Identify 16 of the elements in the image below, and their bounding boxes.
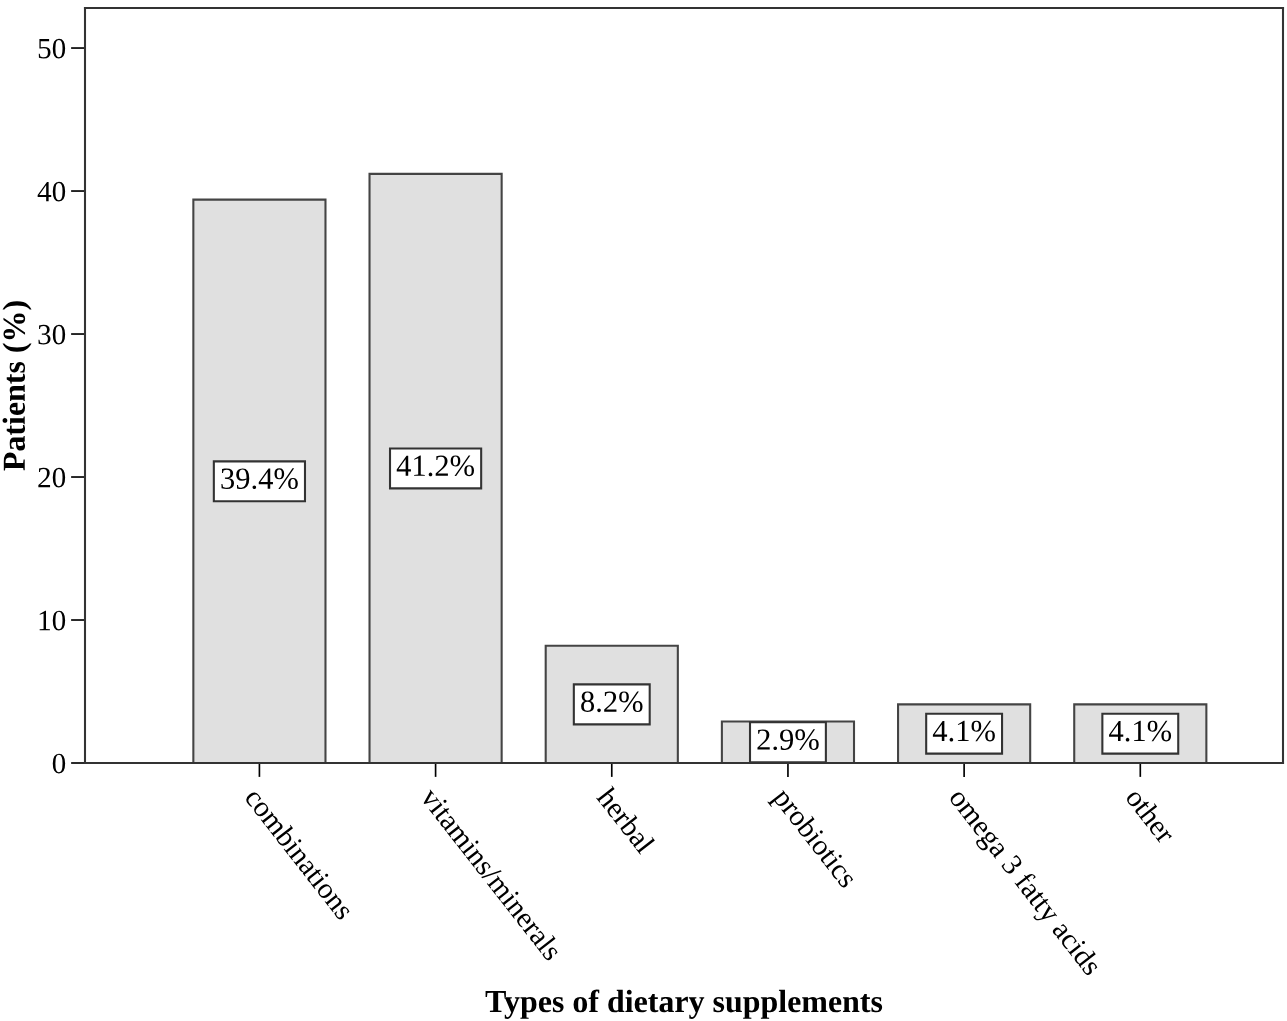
- data-label: 2.9%: [757, 729, 819, 751]
- data-label: 39.4%: [221, 468, 298, 490]
- y-tick-label: 10: [39, 610, 66, 631]
- data-label: 8.2%: [581, 691, 643, 713]
- data-label: 41.2%: [396, 455, 475, 477]
- data-label: 4.1%: [932, 720, 995, 742]
- y-tick-label: 50: [38, 38, 66, 59]
- x-axis-title: Types of dietary supplements: [485, 989, 883, 1019]
- bar: [368, 172, 503, 763]
- y-tick-label: 40: [37, 181, 66, 202]
- y-tick-label: 30: [38, 324, 66, 345]
- data-label: 4.1%: [1109, 720, 1172, 742]
- y-tick-label: 20: [38, 467, 66, 488]
- y-axis-title: Patients (%): [2, 301, 32, 471]
- y-tick-label: 0: [52, 753, 66, 774]
- bar: [192, 198, 327, 763]
